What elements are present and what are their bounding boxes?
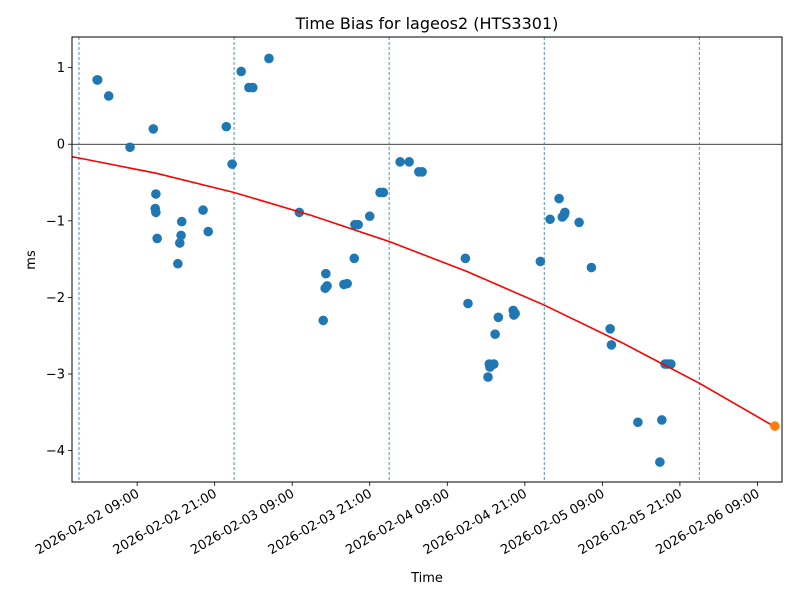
data-point bbox=[176, 216, 187, 227]
data-point bbox=[535, 256, 546, 267]
data-point bbox=[606, 340, 617, 350]
data-point bbox=[321, 268, 331, 279]
data-point bbox=[342, 278, 352, 289]
data-point bbox=[103, 91, 114, 101]
data-point bbox=[264, 53, 274, 64]
y-tick-label: −2 bbox=[46, 291, 65, 306]
data-point bbox=[318, 315, 329, 326]
data-point bbox=[148, 124, 159, 134]
data-point bbox=[353, 219, 363, 230]
y-tick-label: −3 bbox=[46, 368, 65, 383]
data-point bbox=[227, 159, 237, 169]
data-point bbox=[198, 205, 208, 215]
fit-curve bbox=[72, 156, 776, 428]
data-point bbox=[489, 359, 499, 369]
data-point bbox=[236, 66, 246, 77]
data-point bbox=[655, 457, 665, 467]
data-point bbox=[417, 167, 427, 177]
data-point bbox=[364, 211, 375, 222]
data-point bbox=[490, 329, 500, 339]
chart-title: Time Bias for lageos2 (HTS3301) bbox=[295, 14, 559, 33]
data-point bbox=[221, 121, 232, 132]
data-point bbox=[395, 157, 405, 167]
y-tick-label: −1 bbox=[46, 214, 65, 229]
y-tick-label: −4 bbox=[46, 444, 65, 459]
data-point bbox=[322, 281, 332, 291]
data-point bbox=[176, 230, 186, 241]
data-point bbox=[247, 82, 258, 93]
data-point bbox=[510, 308, 520, 319]
data-point bbox=[125, 142, 135, 153]
data-point bbox=[349, 253, 360, 264]
data-point bbox=[151, 207, 161, 218]
plot-content bbox=[72, 37, 782, 482]
data-point bbox=[554, 193, 564, 204]
data-point bbox=[151, 189, 161, 199]
prediction-point bbox=[770, 421, 780, 431]
data-point bbox=[560, 207, 570, 218]
data-point bbox=[463, 298, 473, 309]
data-point bbox=[545, 214, 555, 225]
data-point bbox=[92, 75, 103, 85]
data-point bbox=[483, 372, 493, 382]
data-point bbox=[586, 262, 597, 273]
axes-frame bbox=[71, 36, 783, 483]
y-tick-label: 1 bbox=[57, 61, 65, 76]
data-point bbox=[605, 324, 615, 334]
plot-area bbox=[72, 37, 782, 482]
y-axis-label: ms bbox=[24, 250, 39, 270]
data-point bbox=[404, 157, 414, 167]
data-point bbox=[174, 238, 185, 248]
data-point bbox=[173, 258, 183, 269]
data-point bbox=[152, 233, 162, 244]
data-point bbox=[378, 187, 389, 198]
data-point bbox=[493, 312, 504, 323]
data-point bbox=[657, 415, 667, 425]
data-point bbox=[203, 226, 214, 237]
x-axis-label: Time bbox=[410, 571, 443, 586]
data-point bbox=[574, 217, 584, 228]
data-point bbox=[633, 417, 643, 428]
data-point bbox=[460, 253, 471, 264]
y-tick-label: 0 bbox=[57, 138, 65, 153]
